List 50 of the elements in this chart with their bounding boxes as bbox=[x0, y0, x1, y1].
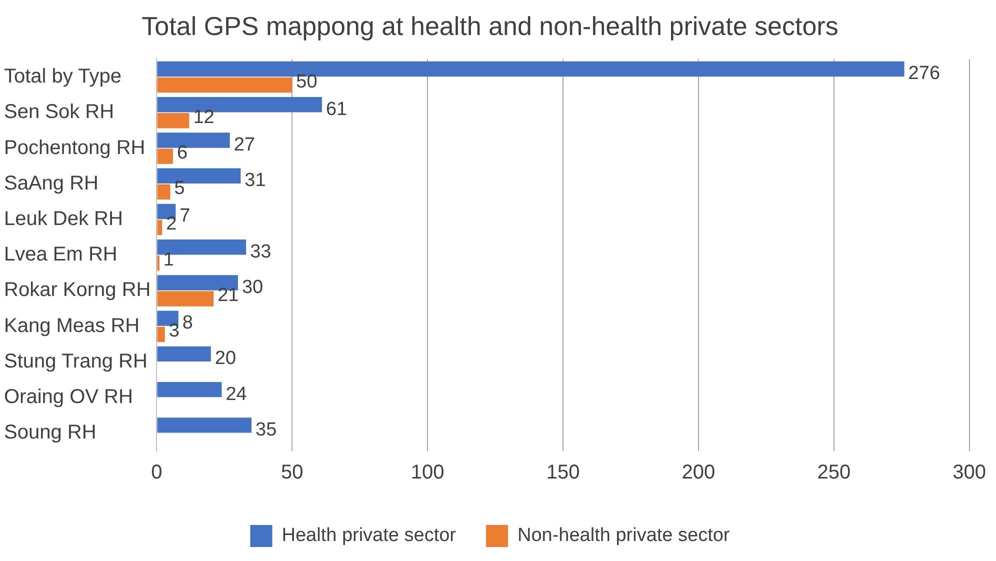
y-tick-label: Oraing OV RH bbox=[4, 386, 133, 408]
bar bbox=[157, 418, 252, 433]
data-label: 24 bbox=[226, 384, 248, 405]
data-label: 6 bbox=[176, 142, 188, 164]
data-label: 31 bbox=[244, 170, 266, 192]
legend-label: Non-health private sector bbox=[517, 525, 730, 546]
y-tick-label: Pochentong RH bbox=[4, 136, 146, 159]
data-label: 61 bbox=[326, 98, 348, 120]
data-label: 50 bbox=[296, 71, 318, 92]
y-tick-label: Soung RH bbox=[4, 422, 96, 444]
bar bbox=[157, 346, 211, 362]
x-tick-label: 50 bbox=[281, 462, 304, 484]
y-tick-label: Total by Type bbox=[4, 66, 122, 88]
bar bbox=[157, 184, 170, 200]
data-label: 20 bbox=[214, 348, 236, 370]
data-label: 3 bbox=[168, 320, 180, 342]
legend-label: Health private sector bbox=[282, 525, 457, 546]
y-tick-label: Kang Meas RH bbox=[4, 314, 140, 337]
y-tick-label: Rokar Korng RH bbox=[4, 279, 151, 302]
x-tick-label: 250 bbox=[817, 462, 851, 484]
x-tick-label: 300 bbox=[952, 462, 986, 484]
data-label: 8 bbox=[182, 312, 193, 334]
y-tick-label: Sen Sok RH bbox=[4, 101, 114, 124]
data-label: 1 bbox=[163, 249, 174, 270]
data-label: 35 bbox=[256, 419, 277, 440]
bar bbox=[157, 77, 292, 93]
y-tick-label: Leuk Dek RH bbox=[4, 208, 123, 230]
x-tick-label: 100 bbox=[410, 462, 444, 484]
x-tick-label: 150 bbox=[546, 462, 580, 484]
data-label: 33 bbox=[250, 241, 272, 262]
data-label: 30 bbox=[242, 276, 264, 298]
chart-title: Total GPS mappong at health and non-health private sectors bbox=[142, 10, 838, 41]
data-label: 2 bbox=[166, 214, 177, 235]
y-tick-label: Stung Trang RH bbox=[4, 350, 148, 372]
data-label: 5 bbox=[174, 178, 185, 200]
bar bbox=[157, 291, 214, 306]
x-tick-label: 0 bbox=[151, 462, 162, 484]
bar bbox=[157, 220, 162, 236]
data-label: 27 bbox=[234, 134, 255, 156]
x-tick-label: 200 bbox=[682, 462, 716, 484]
data-label: 12 bbox=[193, 106, 214, 128]
data-label: 276 bbox=[908, 63, 940, 84]
y-tick-label: SaAng RH bbox=[4, 172, 98, 194]
bar bbox=[157, 382, 222, 398]
bar bbox=[157, 326, 165, 342]
data-label: 21 bbox=[218, 284, 239, 306]
data-label: 7 bbox=[180, 206, 190, 227]
bar bbox=[157, 113, 190, 128]
y-tick-label: Lvea Em RH bbox=[4, 244, 118, 266]
bar bbox=[157, 148, 173, 164]
